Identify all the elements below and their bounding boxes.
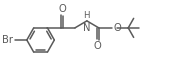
Text: N: N [83,23,91,33]
Text: Br: Br [2,35,13,45]
Text: O: O [114,23,121,33]
Text: O: O [58,4,66,14]
Text: O: O [94,41,102,51]
Text: H: H [84,11,90,20]
